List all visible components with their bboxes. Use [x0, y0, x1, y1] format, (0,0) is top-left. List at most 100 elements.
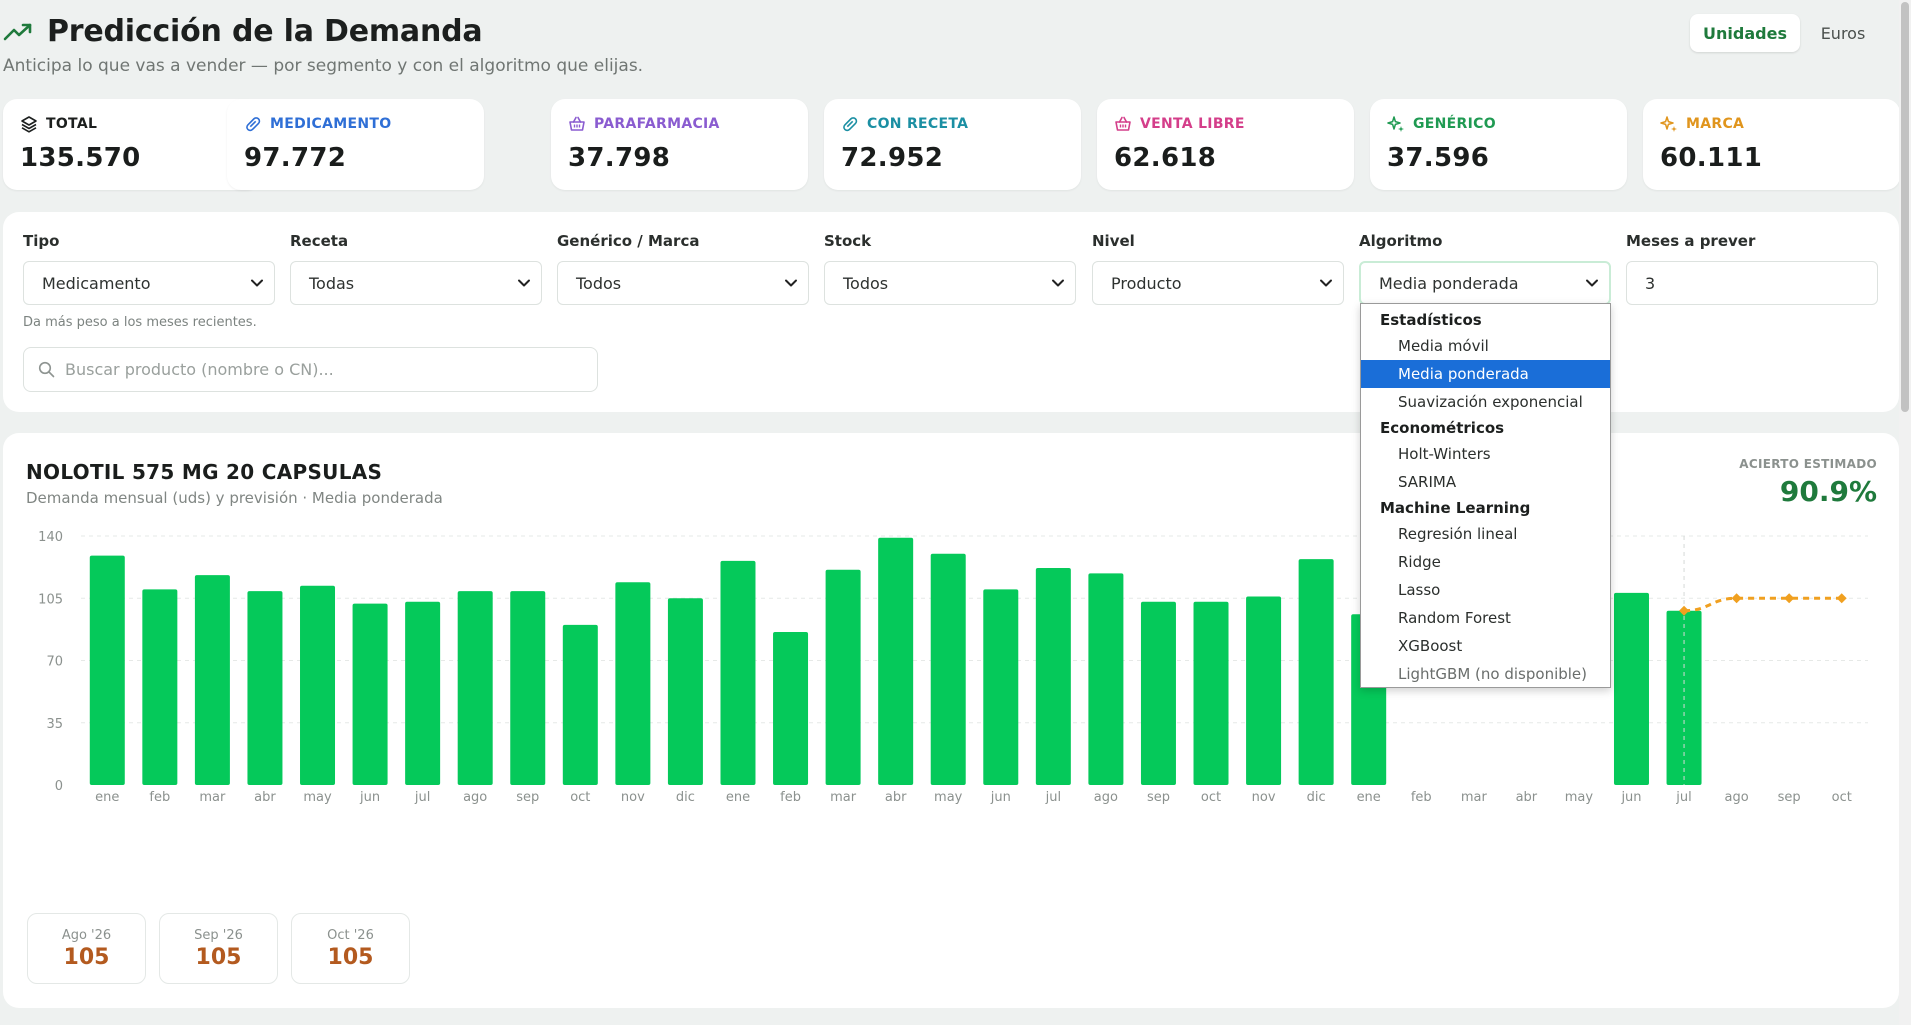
demand-chart: 0 35 70 105 140 ene feb mar abr may jun jul ago sep oc…	[38, 530, 1868, 805]
page-header: Predicción de la Demanda Anticipa lo que…	[0, 0, 1890, 96]
dropdown-option[interactable]: Random Forest	[1398, 609, 1511, 627]
bar	[352, 603, 388, 785]
bar	[773, 632, 809, 785]
unit-toggle: Unidades Euros	[1690, 14, 1880, 52]
bar	[825, 569, 861, 785]
page-subtitle: Anticipa lo que vas a vender — por segme…	[3, 56, 644, 76]
x-tick-label: oct	[1201, 790, 1221, 805]
forecast-tiles: Ago '26 105 Sep '26 105 Oct '26 105	[27, 913, 410, 984]
kpi-value: 97.772	[244, 143, 347, 173]
forecast-tile: Sep '26 105	[159, 913, 278, 984]
x-tick-label: sep	[1147, 790, 1170, 805]
x-tick-label: ago	[463, 790, 487, 805]
algoritmo-select[interactable]: Media ponderada	[1359, 261, 1611, 305]
chevron-down-icon	[785, 279, 797, 287]
kpi-header: GENÉRICO	[1387, 115, 1496, 133]
x-tick-label: jul	[1675, 790, 1691, 805]
select-value: Todas	[309, 273, 355, 293]
field-label: Nivel	[1092, 232, 1135, 250]
scrollbar-thumb[interactable]	[1901, 2, 1909, 412]
x-tick-label: jul	[1045, 790, 1061, 805]
x-tick-label: sep	[516, 790, 539, 805]
bar	[247, 591, 283, 785]
chart-title: NOLOTIL 575 MG 20 CAPSULAS	[26, 460, 383, 484]
forecast-point	[1784, 593, 1795, 604]
filter-receta: Receta Todas	[290, 232, 542, 305]
generico-marca-select[interactable]: Todos	[557, 261, 809, 305]
select-value: Todos	[576, 273, 622, 293]
forecast-tile: Oct '26 105	[291, 913, 410, 984]
chevron-down-icon	[1052, 279, 1064, 287]
forecast-month: Oct '26	[327, 927, 374, 943]
dropdown-option[interactable]: Suavización exponencial	[1398, 393, 1583, 411]
kpi-header: VENTA LIBRE	[1114, 115, 1245, 133]
bar	[510, 591, 546, 785]
sparkle-icon	[1387, 116, 1404, 132]
stock-select[interactable]: Todos	[824, 261, 1076, 305]
x-tick-label: ene	[1357, 790, 1381, 805]
pill-icon	[246, 117, 261, 132]
kpi-value: 37.798	[568, 143, 671, 173]
forecast-point	[1731, 593, 1742, 604]
euros-tab[interactable]: Euros	[1820, 23, 1866, 43]
bar	[615, 582, 651, 785]
algorithm-help-text: Da más peso a los meses recientes.	[23, 315, 257, 330]
filter-stock: Stock Todos	[824, 232, 1076, 305]
x-tick-label: ago	[1094, 790, 1118, 805]
x-tick-label: dic	[676, 790, 695, 805]
kpi-card-medicamento: MEDICAMENTO 97.772	[227, 99, 484, 190]
product-search-input[interactable]: Buscar producto (nombre o CN)...	[23, 347, 598, 392]
receta-select[interactable]: Todas	[290, 261, 542, 305]
bar	[878, 537, 914, 785]
search-placeholder: Buscar producto (nombre o CN)...	[65, 360, 334, 379]
kpi-label: GENÉRICO	[1413, 116, 1496, 132]
dropdown-option[interactable]: Ridge	[1398, 553, 1441, 571]
dropdown-option[interactable]: Media ponderada	[1361, 360, 1610, 388]
forecast-month: Ago '26	[61, 927, 112, 943]
algorithm-dropdown-list: Estadísticos Media móvil Media ponderada Su…	[1360, 303, 1611, 688]
y-tick-label: 35	[46, 717, 63, 732]
dropdown-option[interactable]: Lasso	[1398, 581, 1441, 599]
field-label: Tipo	[23, 232, 60, 250]
kpi-label: PARAFARMACIA	[594, 116, 720, 132]
page-scrollbar[interactable]	[1899, 0, 1911, 1025]
bar	[457, 591, 493, 785]
nivel-select[interactable]: Producto	[1092, 261, 1344, 305]
units-tab[interactable]: Unidades	[1690, 14, 1800, 52]
dropdown-option[interactable]: Holt-Winters	[1398, 445, 1491, 463]
dropdown-option[interactable]: Media móvil	[1398, 337, 1489, 355]
dropdown-option[interactable]: SARIMA	[1398, 473, 1457, 491]
select-value: Producto	[1111, 273, 1182, 293]
kpi-header: MEDICAMENTO	[244, 115, 391, 133]
forecast-point	[1836, 593, 1847, 604]
dropdown-option: LightGBM (no disponible)	[1398, 665, 1588, 683]
forecast-value: 105	[63, 944, 110, 970]
filter-meses: Meses a prever 3	[1626, 232, 1878, 305]
bar	[1613, 592, 1649, 785]
chart-subtitle: Demanda mensual (uds) y previsión · Medi…	[26, 489, 443, 507]
bar	[720, 560, 756, 785]
kpi-value: 62.618	[1114, 143, 1217, 173]
kpi-header: MARCA	[1660, 115, 1744, 133]
kpi-label: MEDICAMENTO	[270, 116, 392, 132]
basket-icon	[569, 116, 585, 131]
chevron-down-icon	[251, 279, 263, 287]
x-tick-label: mar	[830, 790, 857, 805]
kpi-card-venta-libre: VENTA LIBRE 62.618	[1097, 99, 1354, 190]
bar	[142, 589, 178, 785]
dropdown-option[interactable]: Regresión lineal	[1398, 525, 1518, 543]
bar	[89, 555, 125, 785]
x-tick-label: abr	[254, 790, 276, 805]
x-tick-label: ene	[95, 790, 119, 805]
forecast-value: 105	[327, 944, 374, 970]
kpi-row: TOTAL 135.570 MEDICAMENTO 97.772 PARAFAR…	[3, 99, 1900, 190]
bar	[983, 589, 1019, 785]
dropdown-option[interactable]: XGBoost	[1398, 637, 1463, 655]
kpi-card-marca: MARCA 60.111	[1643, 99, 1900, 190]
meses-input[interactable]: 3	[1626, 261, 1878, 305]
dropdown-group-header: Machine Learning	[1380, 499, 1531, 517]
filters-panel: Tipo Medicamento Receta Todas Genérico /…	[3, 212, 1899, 412]
tipo-select[interactable]: Medicamento	[23, 261, 275, 305]
bar	[1140, 601, 1176, 785]
bar	[667, 598, 703, 785]
